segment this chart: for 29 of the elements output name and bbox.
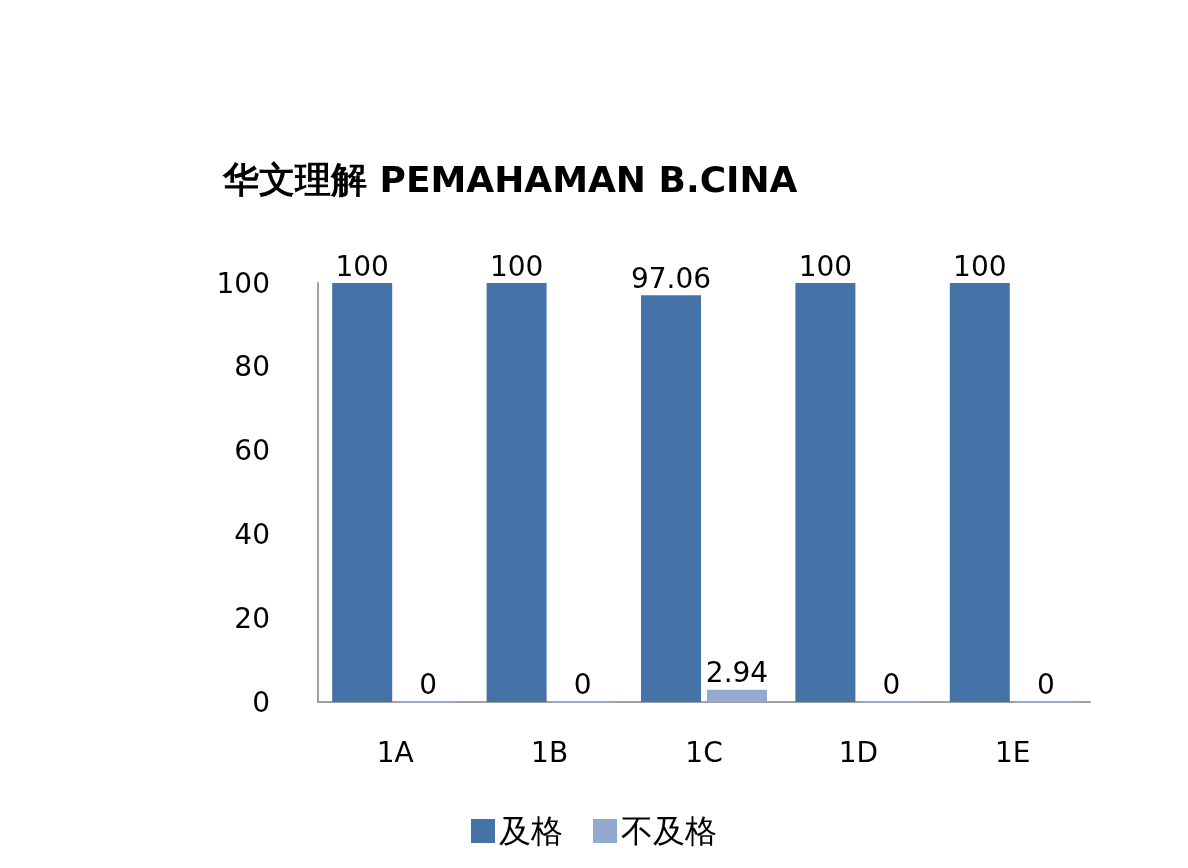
chart-title: 华文理解 PEMAHAMAN B.CINA	[222, 158, 798, 200]
y-tick-label: 80	[234, 350, 270, 384]
y-tick-label: 0	[252, 685, 270, 719]
y-tick-label: 100	[216, 266, 270, 300]
bar	[486, 283, 547, 702]
bar	[641, 295, 701, 702]
data-label: 0	[1036, 667, 1055, 701]
x-tick-label: 1A	[376, 735, 414, 769]
data-label: 100	[953, 249, 1007, 283]
data-label: 97.06	[630, 261, 712, 295]
data-label: 100	[335, 249, 389, 283]
data-label: 0	[419, 667, 438, 701]
bar	[332, 283, 393, 702]
legend-label: 不及格	[621, 812, 717, 850]
bar	[795, 283, 856, 702]
y-tick-label: 60	[234, 434, 270, 468]
legend-label: 及格	[499, 812, 563, 850]
data-label: 0	[882, 667, 901, 701]
x-tick-label: 1B	[531, 735, 569, 769]
data-label: 100	[798, 249, 853, 283]
y-tick-label: 40	[234, 517, 270, 551]
x-tick-label: 1D	[838, 735, 879, 769]
y-tick-label: 20	[234, 601, 270, 635]
bar	[949, 283, 1010, 702]
data-label: 100	[489, 249, 544, 283]
data-label: 0	[573, 667, 592, 701]
x-tick-label: 1C	[685, 735, 723, 769]
data-label: 2.94	[705, 656, 769, 690]
x-tick-label: 1E	[995, 735, 1031, 769]
